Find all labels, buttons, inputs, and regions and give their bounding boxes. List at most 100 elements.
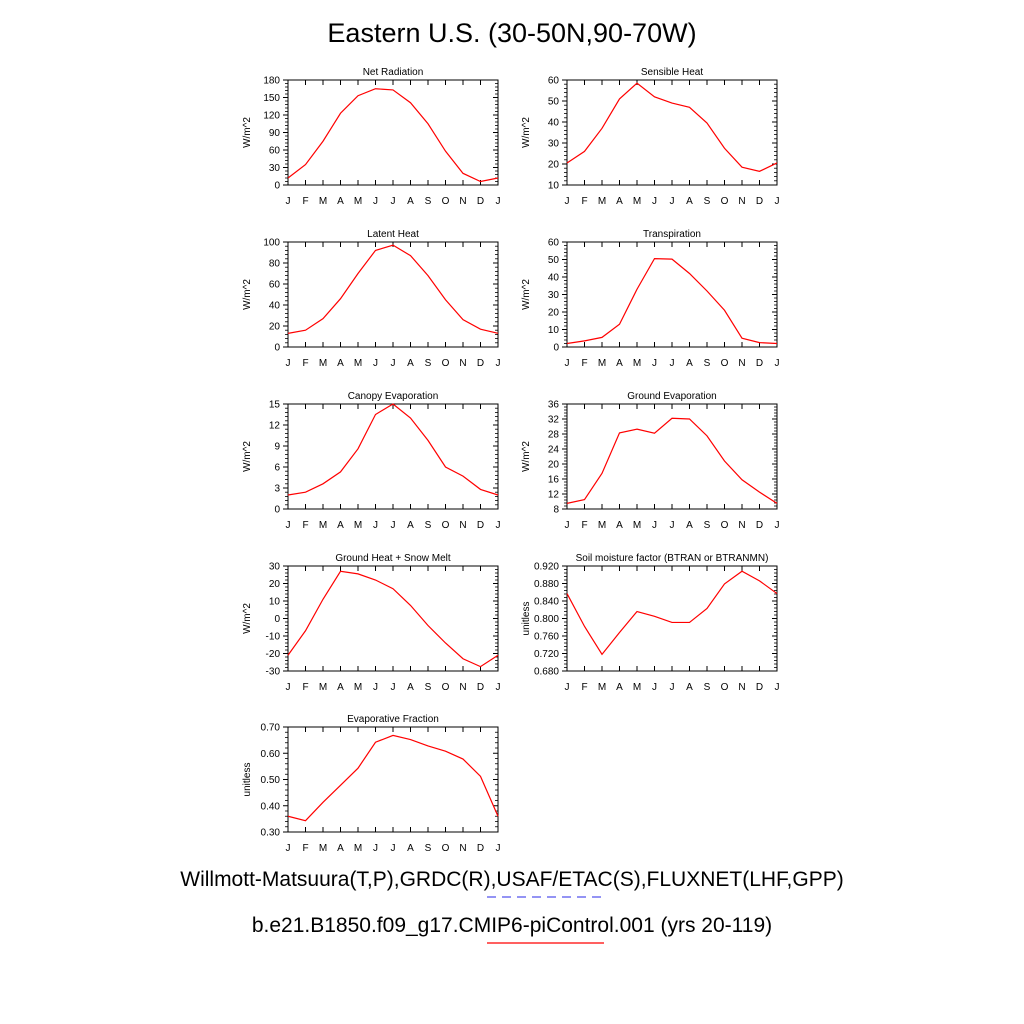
x-tick-label: F (302, 358, 308, 369)
chart-title: Sensible Heat (641, 67, 703, 78)
y-tick-label: 3 (274, 484, 280, 495)
x-tick-label: M (633, 520, 641, 531)
y-tick-label: 0.760 (534, 632, 559, 643)
y-tick-label: 36 (548, 400, 560, 411)
x-tick-label: J (565, 196, 570, 207)
y-tick-label: 60 (269, 280, 281, 291)
x-tick-label: J (496, 358, 501, 369)
y-tick-label: 60 (548, 76, 560, 87)
x-tick-label: S (425, 682, 432, 693)
x-tick-label: A (407, 196, 414, 207)
x-tick-label: M (354, 843, 362, 854)
x-tick-label: J (670, 358, 675, 369)
x-tick-label: N (738, 520, 745, 531)
y-tick-label: 0.840 (534, 597, 559, 608)
y-axis-label: W/m^2 (242, 603, 253, 634)
x-tick-label: N (459, 682, 466, 693)
x-tick-label: A (686, 196, 693, 207)
x-tick-label: O (442, 520, 450, 531)
y-tick-label: 120 (263, 111, 280, 122)
x-tick-label: M (319, 358, 327, 369)
y-axis-label: W/m^2 (521, 117, 532, 148)
x-tick-label: J (775, 520, 780, 531)
x-tick-label: J (391, 520, 396, 531)
y-tick-label: 40 (269, 301, 281, 312)
y-tick-label: 12 (269, 421, 281, 432)
y-tick-label: 100 (263, 238, 280, 249)
y-tick-label: 0.50 (261, 775, 281, 786)
y-tick-label: 40 (548, 118, 560, 129)
y-tick-label: 0.680 (534, 667, 559, 678)
x-tick-label: F (302, 843, 308, 854)
chart-soil-moisture-factor-btran-or-btranmn: Soil moisture factor (BTRAN or BTRANMN) u… (521, 553, 780, 693)
x-tick-label: O (721, 682, 729, 693)
y-tick-label: 28 (548, 430, 560, 441)
y-tick-label: 10 (269, 597, 281, 608)
y-tick-label: 20 (548, 308, 560, 319)
y-tick-label: 0.30 (261, 828, 281, 839)
series-line-model (566, 258, 778, 345)
y-axis-label: unitless (521, 602, 532, 636)
y-tick-label: 0 (274, 614, 280, 625)
x-tick-label: J (391, 843, 396, 854)
x-tick-label: D (477, 358, 484, 369)
legend-model-label: b.e21.B1850.f09_g17.CMIP6-piControl.001 … (251, 914, 773, 937)
x-tick-label: M (354, 682, 362, 693)
series-line-model (566, 417, 778, 504)
legend-model-key (0, 938, 1024, 946)
x-tick-label: D (756, 520, 763, 531)
x-tick-label: A (686, 520, 693, 531)
legend-observations-label: Willmott-Matsuura(T,P),GRDC(R),USAF/ETAC… (180, 868, 844, 891)
y-axis-label: W/m^2 (242, 279, 253, 310)
y-tick-label: 0.40 (261, 801, 281, 812)
y-tick-label: 0 (274, 505, 280, 516)
x-tick-label: D (756, 196, 763, 207)
y-tick-label: 6 (274, 463, 280, 474)
x-tick-label: J (670, 196, 675, 207)
x-tick-label: J (373, 843, 378, 854)
x-tick-label: D (756, 358, 763, 369)
y-tick-label: 0.800 (534, 614, 559, 625)
chart-title: Net Radiation (363, 67, 424, 78)
x-tick-label: J (373, 196, 378, 207)
series-line-model (566, 82, 778, 172)
x-tick-label: J (391, 196, 396, 207)
x-tick-label: M (319, 196, 327, 207)
y-tick-label: 10 (548, 325, 560, 336)
x-tick-label: F (302, 196, 308, 207)
x-tick-label: N (738, 358, 745, 369)
x-tick-label: J (391, 358, 396, 369)
x-tick-label: F (302, 520, 308, 531)
x-tick-label: F (581, 196, 587, 207)
x-tick-label: F (302, 682, 308, 693)
legend-observations-key (0, 892, 1024, 900)
x-tick-label: J (652, 196, 657, 207)
x-tick-label: J (286, 843, 291, 854)
x-tick-label: O (442, 196, 450, 207)
x-tick-label: J (496, 196, 501, 207)
x-tick-label: S (704, 520, 711, 531)
x-tick-label: O (442, 843, 450, 854)
y-tick-label: 50 (548, 255, 560, 266)
x-tick-label: J (670, 520, 675, 531)
x-tick-label: M (319, 520, 327, 531)
x-tick-label: J (775, 682, 780, 693)
chart-title: Canopy Evaporation (348, 391, 439, 402)
x-tick-label: S (704, 682, 711, 693)
y-tick-label: 80 (269, 259, 281, 270)
y-tick-label: 20 (548, 460, 560, 471)
x-tick-label: J (565, 358, 570, 369)
page-title: Eastern U.S. (30-50N,90-70W) (327, 18, 697, 48)
series-line-model (566, 570, 778, 656)
plot-frame (287, 726, 499, 833)
x-tick-label: A (616, 682, 623, 693)
x-tick-label: N (459, 843, 466, 854)
x-tick-label: J (652, 520, 657, 531)
x-tick-label: A (407, 843, 414, 854)
x-tick-label: A (407, 520, 414, 531)
x-tick-label: J (496, 843, 501, 854)
x-tick-label: M (354, 358, 362, 369)
